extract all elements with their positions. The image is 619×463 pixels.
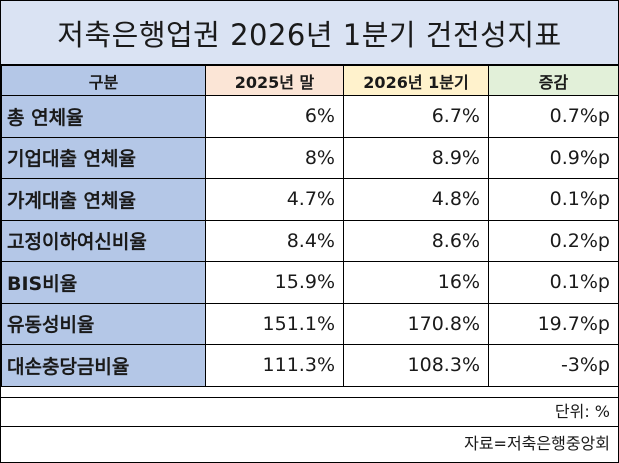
table-header-row: 구분 2025년 말 2026년 1분기 증감 bbox=[1, 65, 619, 96]
value-2026-q1: 108.3% bbox=[343, 344, 489, 387]
header-change: 증감 bbox=[488, 65, 619, 96]
value-2026-q1: 8.6% bbox=[343, 219, 489, 262]
table-row: 총 연체율 6% 6.7% 0.7%p bbox=[1, 95, 619, 138]
row-label: 대손충당금비율 bbox=[1, 344, 206, 387]
value-2025-end: 6% bbox=[205, 95, 344, 138]
value-change: 0.1%p bbox=[488, 261, 619, 304]
header-2026-q1: 2026년 1분기 bbox=[343, 65, 489, 96]
value-2026-q1: 170.8% bbox=[343, 302, 489, 345]
value-2026-q1: 4.8% bbox=[343, 178, 489, 221]
row-label: 고정이하여신비율 bbox=[1, 219, 206, 262]
value-change: -3%p bbox=[488, 344, 619, 387]
row-label: 총 연체율 bbox=[1, 95, 206, 138]
value-2026-q1: 16% bbox=[343, 261, 489, 304]
value-change: 0.1%p bbox=[488, 178, 619, 221]
table-row: 가계대출 연체율 4.7% 4.8% 0.1%p bbox=[1, 178, 619, 221]
row-label: 가계대출 연체율 bbox=[1, 178, 206, 221]
value-2025-end: 151.1% bbox=[205, 302, 344, 345]
row-label: 유동성비율 bbox=[1, 302, 206, 345]
indicator-table: 구분 2025년 말 2026년 1분기 증감 총 연체율 6% 6.7% 0.… bbox=[1, 65, 619, 387]
value-2025-end: 8.4% bbox=[205, 219, 344, 262]
value-2025-end: 15.9% bbox=[205, 261, 344, 304]
table-row: BIS비율 15.9% 16% 0.1%p bbox=[1, 261, 619, 304]
source-note: 자료=저축은행중앙회 bbox=[1, 426, 618, 462]
header-2025-end: 2025년 말 bbox=[205, 65, 344, 96]
value-2025-end: 8% bbox=[205, 136, 344, 179]
value-change: 0.9%p bbox=[488, 136, 619, 179]
value-2026-q1: 8.9% bbox=[343, 136, 489, 179]
table-row: 기업대출 연체율 8% 8.9% 0.9%p bbox=[1, 136, 619, 179]
unit-note: 단위: % bbox=[1, 397, 618, 426]
value-2026-q1: 6.7% bbox=[343, 95, 489, 138]
table-row: 고정이하여신비율 8.4% 8.6% 0.2%p bbox=[1, 219, 619, 262]
table-row: 대손충당금비율 111.3% 108.3% -3%p bbox=[1, 344, 619, 387]
row-label: 기업대출 연체율 bbox=[1, 136, 206, 179]
row-label: BIS비율 bbox=[1, 261, 206, 304]
table-title: 저축은행업권 2026년 1분기 건전성지표 bbox=[1, 1, 618, 65]
header-category: 구분 bbox=[1, 65, 206, 96]
value-change: 0.2%p bbox=[488, 219, 619, 262]
value-change: 19.7%p bbox=[488, 302, 619, 345]
value-change: 0.7%p bbox=[488, 95, 619, 138]
value-2025-end: 4.7% bbox=[205, 178, 344, 221]
table-row: 유동성비율 151.1% 170.8% 19.7%p bbox=[1, 302, 619, 345]
value-2025-end: 111.3% bbox=[205, 344, 344, 387]
